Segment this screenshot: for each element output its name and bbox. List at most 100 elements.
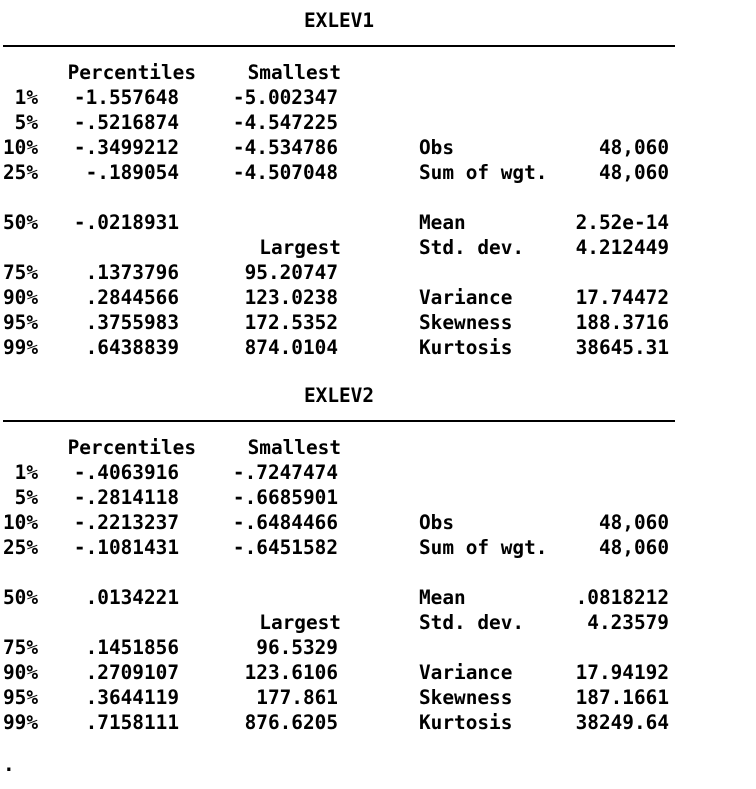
table-row: 95% .3755983 172.5352 Skewness 188.3716 — [0, 310, 756, 335]
percentile-rank: 75% — [2, 261, 38, 284]
extremes-column-header — [0, 710, 341, 735]
table-row — [0, 185, 756, 210]
stat-label: Sum of wgt. — [419, 536, 548, 559]
table-row: 25% -.1081431 -.6451582 Sum of wgt. 48,0… — [0, 535, 756, 560]
stat-value: 17.74472 — [575, 286, 669, 309]
stat-value: 48,060 — [598, 536, 669, 559]
extremes-column-header — [0, 335, 341, 360]
stat-value: .0818212 — [575, 586, 669, 609]
percentile-rank: 99% — [2, 711, 38, 734]
stat-value: 187.1661 — [575, 686, 669, 709]
extremes-column-header — [0, 560, 341, 585]
variable-title: EXLEV2 — [303, 384, 375, 407]
table-row — [0, 560, 756, 585]
extreme-value: -5.002347 — [232, 86, 338, 109]
table-row: Percentiles Smallest — [0, 435, 756, 460]
extremes-column-header — [0, 285, 341, 310]
extremes-column-header — [0, 585, 341, 610]
stat-label: Mean — [419, 211, 466, 234]
table-row: 25% -.189054 -4.507048 Sum of wgt. 48,06… — [0, 160, 756, 185]
percentile-rank: 75% — [2, 636, 38, 659]
percentile-value: -.5216874 — [73, 111, 179, 134]
stat-label: Variance — [419, 661, 513, 684]
percentile-rank: 90% — [2, 661, 38, 684]
percentile-rank: 5% — [14, 111, 38, 134]
table-row: 95% .3644119 177.861 Skewness 187.1661 — [0, 685, 756, 710]
extreme-value: -.7247474 — [232, 461, 338, 484]
stat-value: 48,060 — [598, 161, 669, 184]
stat-label: Skewness — [419, 311, 513, 334]
table-row: 75% .1373796 95.20747 — [0, 260, 756, 285]
percentile-value: .6438839 — [85, 336, 179, 359]
stat-value: 48,060 — [598, 136, 669, 159]
section-divider — [3, 420, 675, 422]
stat-value — [550, 635, 669, 660]
stat-label: Kurtosis — [419, 336, 513, 359]
extremes-column-header — [0, 485, 341, 510]
stata-prompt: . — [3, 753, 15, 776]
extremes-column-header — [0, 260, 341, 285]
percentile-value: .7158111 — [85, 711, 179, 734]
extremes-column-header — [0, 510, 341, 535]
stat-label: Variance — [419, 286, 513, 309]
table-row: 1% -1.557648 -5.002347 — [0, 85, 756, 110]
stat-label: Mean — [419, 586, 466, 609]
extremes-column-header — [0, 110, 341, 135]
extremes-column-header — [0, 85, 341, 110]
extremes-column-header: Smallest — [247, 61, 341, 84]
percentiles-column-header: Percentiles — [67, 61, 196, 84]
percentile-rank: 25% — [2, 536, 38, 559]
extreme-value: -.6685901 — [232, 486, 338, 509]
stat-value — [550, 185, 669, 210]
percentile-rank: 1% — [14, 461, 38, 484]
extremes-column-header — [0, 160, 341, 185]
extremes-column-header — [0, 310, 341, 335]
extremes-column-header — [0, 660, 341, 685]
extreme-value: -.6484466 — [232, 511, 338, 534]
stat-label: Std. dev. — [419, 236, 525, 259]
percentile-value: -.2213237 — [73, 511, 179, 534]
table-row: Largest Std. dev. 4.212449 — [0, 235, 756, 260]
stat-value: 48,060 — [598, 511, 669, 534]
stat-label: Kurtosis — [419, 711, 513, 734]
percentile-rank: 50% — [2, 211, 38, 234]
percentile-value: -.2814118 — [73, 486, 179, 509]
table-row: 5% -.2814118 -.6685901 — [0, 485, 756, 510]
percentile-value: .3755983 — [85, 311, 179, 334]
extreme-value: 123.0238 — [244, 286, 338, 309]
percentiles-column-header: Percentiles — [67, 436, 196, 459]
extreme-value: -.6451582 — [232, 536, 338, 559]
percentile-rank: 95% — [2, 311, 38, 334]
stat-value — [550, 260, 669, 285]
extreme-value: 874.0104 — [244, 336, 338, 359]
percentile-value: -1.557648 — [73, 86, 179, 109]
percentile-rank: 50% — [2, 586, 38, 609]
extremes-column-header — [0, 535, 341, 560]
extreme-value: 172.5352 — [244, 311, 338, 334]
percentile-rank: 10% — [2, 511, 38, 534]
stat-value: 4.23579 — [587, 611, 669, 634]
percentile-value: -.4063916 — [73, 461, 179, 484]
stat-label: Std. dev. — [419, 611, 525, 634]
table-row: 90% .2709107 123.6106 Variance 17.94192 — [0, 660, 756, 685]
stat-value — [550, 460, 669, 485]
extremes-column-header — [0, 185, 341, 210]
stat-value: 4.212449 — [575, 236, 669, 259]
stat-label: Sum of wgt. — [419, 161, 548, 184]
percentile-value: -.3499212 — [73, 136, 179, 159]
extreme-value: 876.6205 — [244, 711, 338, 734]
table-row: 75% .1451856 96.5329 — [0, 635, 756, 660]
table-row: 5% -.5216874 -4.547225 — [0, 110, 756, 135]
percentile-rank: 95% — [2, 686, 38, 709]
extreme-value: 177.861 — [256, 686, 338, 709]
table-row: 1% -.4063916 -.7247474 — [0, 460, 756, 485]
summary-section-exlev2: EXLEV2 Percentiles Smallest 1% -.4063916… — [0, 383, 756, 743]
percentile-rank: 90% — [2, 286, 38, 309]
percentile-value: -.0218931 — [73, 211, 179, 234]
extreme-value: -4.534786 — [232, 136, 338, 159]
table-row: Percentiles Smallest — [0, 60, 756, 85]
stat-value — [550, 60, 669, 85]
table-row: Largest Std. dev. 4.23579 — [0, 610, 756, 635]
extremes-column-header: Smallest — [247, 436, 341, 459]
